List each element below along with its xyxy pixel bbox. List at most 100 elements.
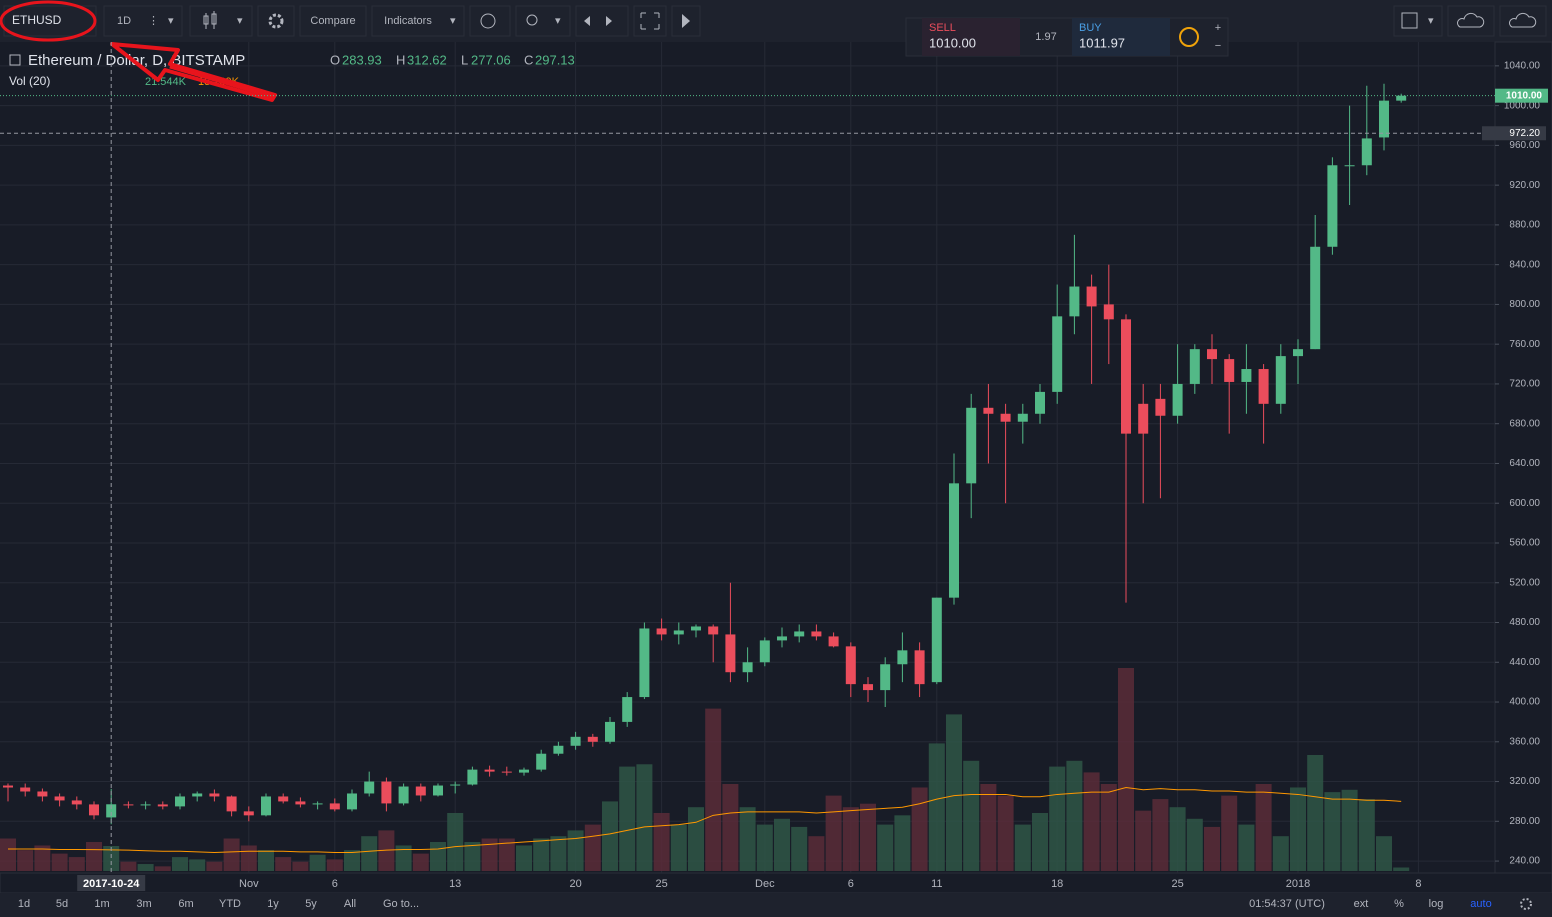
volume-bar bbox=[791, 826, 808, 871]
range-button[interactable]: All bbox=[344, 898, 356, 910]
range-button[interactable]: 1m bbox=[94, 898, 109, 910]
candle-body bbox=[71, 800, 82, 805]
volume-bar bbox=[963, 760, 980, 871]
volume-bar bbox=[567, 830, 584, 871]
c-label: C bbox=[524, 52, 533, 67]
volume-bar bbox=[412, 853, 429, 871]
scale-option[interactable]: ext bbox=[1354, 898, 1369, 910]
candle-body bbox=[1344, 165, 1355, 167]
candle-body bbox=[175, 796, 185, 807]
volume-bar bbox=[275, 857, 292, 871]
candle-body bbox=[949, 483, 959, 598]
candle-body bbox=[140, 804, 151, 806]
range-button[interactable]: 1d bbox=[18, 898, 30, 910]
indicators-button[interactable] bbox=[371, 5, 465, 37]
scale-option[interactable]: log bbox=[1429, 898, 1444, 910]
x-tick-label: 11 bbox=[931, 878, 942, 890]
volume-value: 21.544K bbox=[145, 76, 187, 88]
layout-icon bbox=[1401, 12, 1418, 29]
fullscreen-button[interactable] bbox=[633, 5, 667, 37]
collapse-icon[interactable] bbox=[9, 54, 21, 66]
dropdown: ▾ bbox=[237, 15, 243, 27]
save-button[interactable] bbox=[1499, 5, 1547, 37]
compare-button[interactable] bbox=[299, 5, 367, 37]
candle-body bbox=[209, 793, 220, 797]
volume-bar bbox=[172, 857, 188, 871]
indicators: Indicators bbox=[384, 15, 432, 27]
goto-button[interactable]: Go to... bbox=[383, 898, 419, 910]
candle-body bbox=[828, 636, 839, 647]
alert-button[interactable] bbox=[469, 5, 511, 37]
candle-body bbox=[1361, 138, 1372, 166]
candle-body bbox=[553, 745, 564, 754]
settings-button[interactable] bbox=[257, 5, 295, 37]
layout-button[interactable] bbox=[1393, 5, 1443, 37]
y-tick-label: 1040.00 bbox=[1504, 60, 1541, 71]
volume-bar bbox=[68, 857, 85, 871]
ideas-button[interactable] bbox=[515, 5, 571, 37]
info-icon[interactable] bbox=[1179, 27, 1199, 47]
scale-option[interactable]: auto bbox=[1470, 898, 1491, 910]
volume-bar bbox=[739, 807, 756, 871]
range-button[interactable]: YTD bbox=[219, 898, 241, 910]
c-value: 297.13 bbox=[535, 52, 575, 67]
scale-option[interactable]: % bbox=[1394, 898, 1404, 910]
volume-bar bbox=[292, 861, 309, 871]
candle-body bbox=[759, 640, 770, 663]
candle-body bbox=[605, 721, 615, 742]
volume-bar bbox=[1083, 772, 1100, 871]
symbol: ETHUSD bbox=[12, 13, 62, 27]
volume-bar bbox=[1169, 807, 1186, 871]
range-button[interactable]: 1y bbox=[267, 898, 279, 910]
buy-button[interactable] bbox=[1072, 18, 1170, 56]
crosshair-y-label: 972.20 bbox=[1509, 128, 1540, 139]
candle-body bbox=[1052, 316, 1063, 392]
candle-body bbox=[157, 804, 168, 807]
volume-bar bbox=[430, 842, 446, 871]
volume-bar bbox=[705, 708, 722, 871]
volume-bar bbox=[223, 838, 240, 871]
range-button[interactable]: 5y bbox=[305, 898, 317, 910]
arrow bbox=[110, 42, 277, 102]
range-button[interactable]: 6m bbox=[178, 898, 193, 910]
volume-bar bbox=[361, 836, 378, 871]
volume-bar bbox=[395, 845, 412, 871]
y-tick-label: 760.00 bbox=[1509, 339, 1540, 350]
volume-bar bbox=[1049, 766, 1066, 871]
settings-icon[interactable] bbox=[1520, 898, 1532, 910]
volume-bar bbox=[189, 859, 206, 871]
volume-bar bbox=[894, 815, 911, 871]
candle-body bbox=[1000, 413, 1011, 422]
volume-bar bbox=[1255, 784, 1272, 871]
candle-body bbox=[725, 634, 736, 673]
candle-body bbox=[20, 787, 31, 792]
crosshair-x-label: 2017-10-24 bbox=[83, 878, 140, 890]
interval-button[interactable] bbox=[103, 5, 183, 37]
candle-body bbox=[708, 626, 719, 635]
volume-bar bbox=[774, 818, 790, 871]
crosshair-y-tag bbox=[1482, 126, 1546, 141]
range-button[interactable]: 5d bbox=[56, 898, 68, 910]
range-button[interactable]: 3m bbox=[136, 898, 151, 910]
minus[interactable]: − bbox=[1215, 40, 1221, 52]
volume-bar bbox=[825, 795, 842, 871]
plus[interactable]: + bbox=[1215, 22, 1221, 34]
volume-bar bbox=[51, 853, 68, 871]
bottom-toolbar: 1d 5d 1m 3m 6m YTD 1y 5y All Go to... 01:54:37 (UT… bbox=[18, 898, 1532, 910]
load-button[interactable] bbox=[1447, 5, 1495, 37]
volume-bar bbox=[240, 845, 257, 871]
candle-body bbox=[811, 631, 822, 637]
volume-bar bbox=[980, 784, 997, 871]
bottom-bar bbox=[0, 893, 1552, 917]
replay-button[interactable] bbox=[671, 5, 701, 37]
chart-type-button[interactable] bbox=[189, 5, 253, 37]
candle-body bbox=[1310, 246, 1321, 350]
highlight-ellipse bbox=[0, 0, 97, 42]
cloud-icons bbox=[1457, 12, 1537, 28]
candle-body bbox=[845, 646, 856, 685]
volume-bar bbox=[756, 824, 773, 871]
candle-body bbox=[381, 781, 392, 804]
alert-icon bbox=[480, 13, 496, 29]
sell-button[interactable] bbox=[922, 18, 1020, 56]
undo-redo[interactable] bbox=[575, 5, 629, 37]
